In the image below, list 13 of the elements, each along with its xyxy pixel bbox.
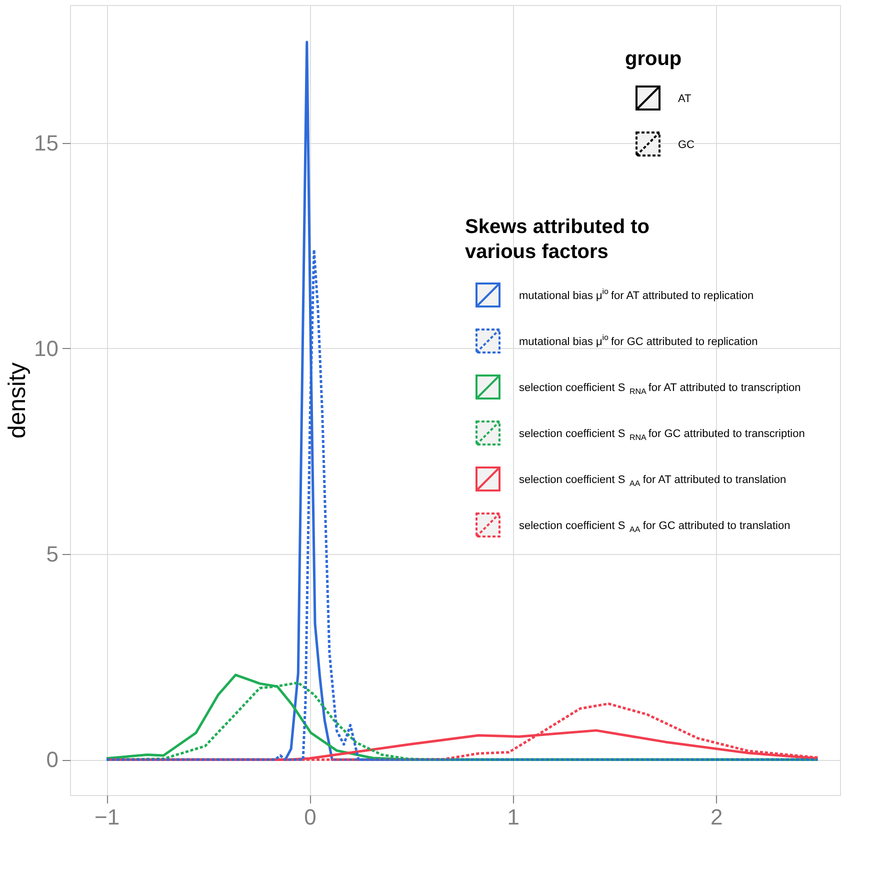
y-tick-label: 15	[34, 130, 58, 156]
x-tick-label: −1	[94, 804, 120, 830]
annotation: AT	[678, 93, 692, 105]
y-tick-label: 0	[46, 747, 58, 772]
y-axis-title: density	[4, 362, 32, 439]
annotation: group	[625, 48, 682, 70]
x-tick-label: 0	[304, 804, 316, 830]
y-tick-label: 5	[46, 542, 58, 567]
legend-title: Skews attributed to various factors	[465, 216, 650, 263]
x-tick-label: 2	[710, 804, 723, 830]
x-tick-label: 1	[507, 804, 520, 830]
annotation: GC	[678, 139, 695, 151]
y-tick-label: 10	[34, 336, 58, 361]
